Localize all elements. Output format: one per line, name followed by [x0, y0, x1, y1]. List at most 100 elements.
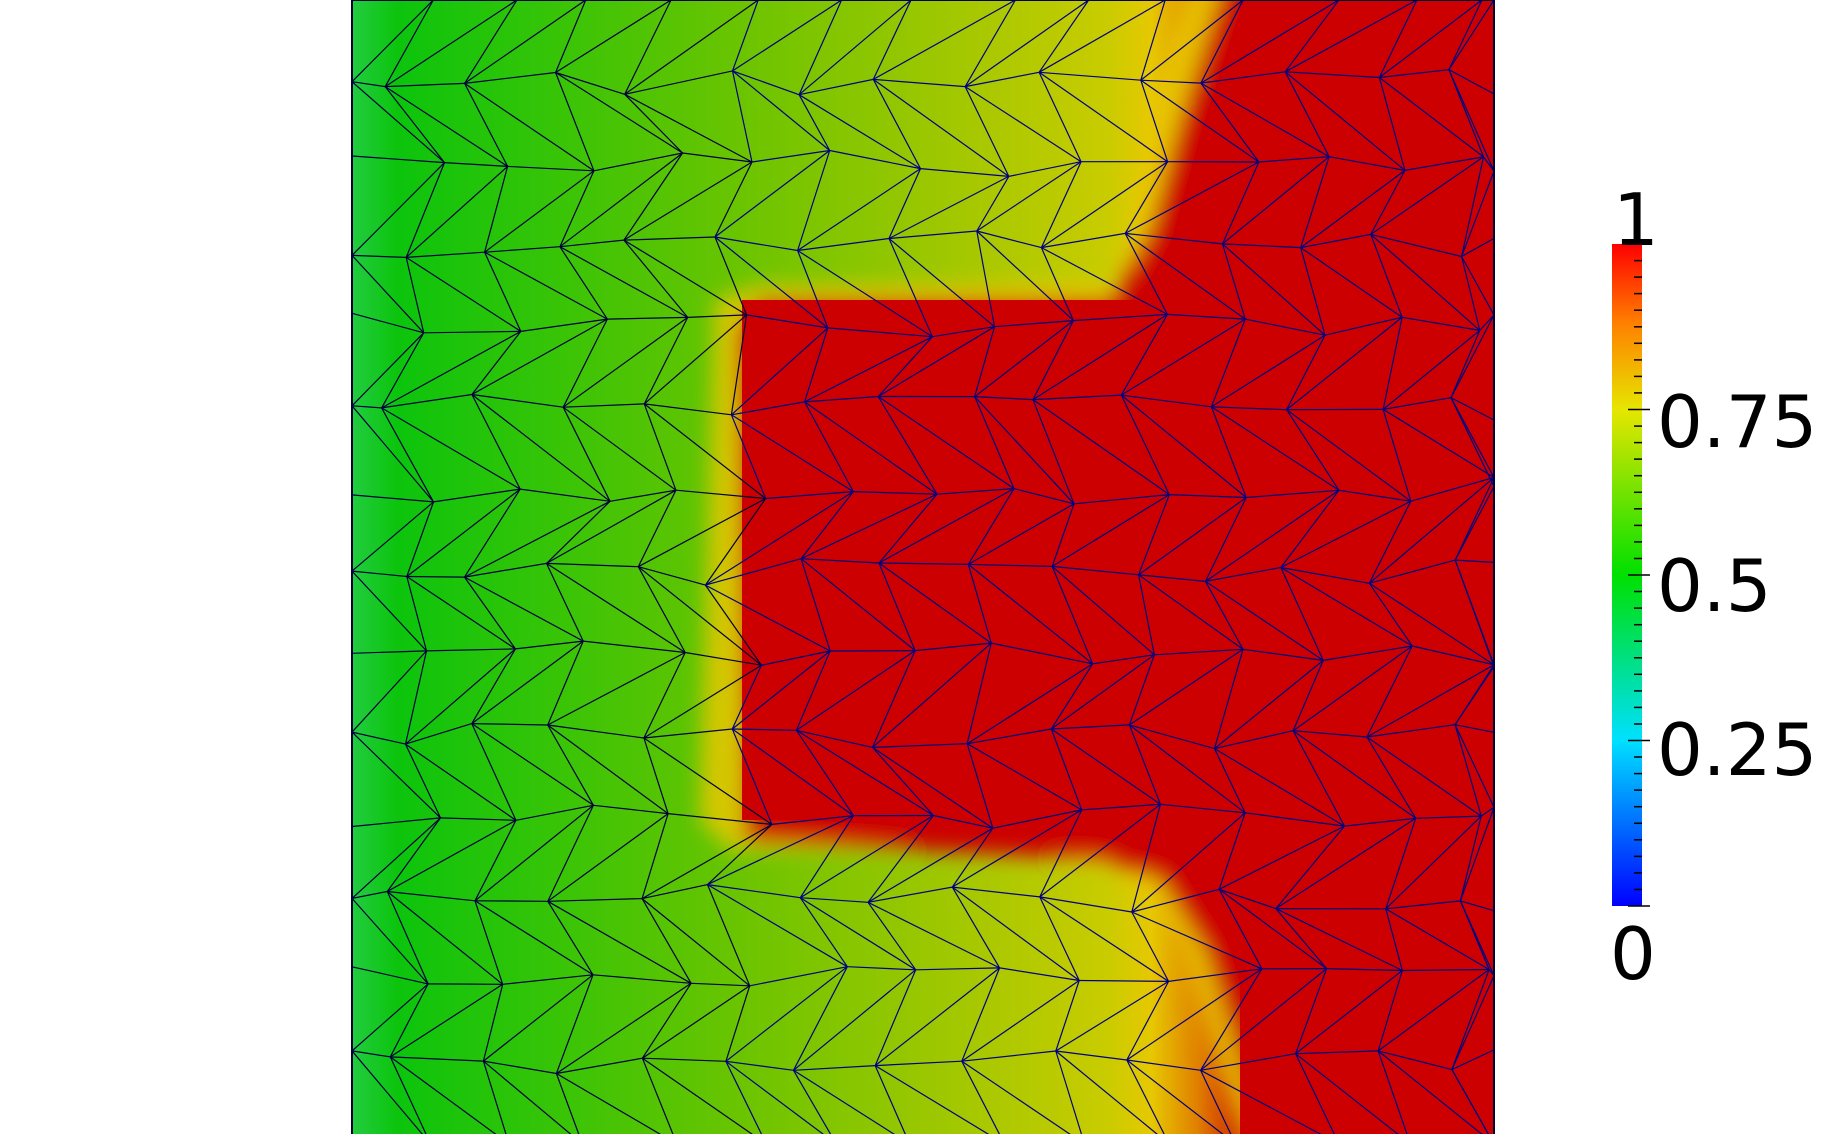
mesh-edge	[771, 815, 854, 825]
mesh-edge	[562, 406, 677, 491]
mesh-edge	[1385, 815, 1482, 910]
mesh-edge	[483, 1060, 557, 1075]
mesh-edge	[877, 396, 1015, 490]
mesh-edge	[798, 0, 843, 95]
mesh-edge	[562, 316, 689, 408]
mesh-edge	[1051, 503, 1075, 567]
mesh-edge	[847, 966, 916, 971]
mesh-edge	[352, 966, 429, 985]
mesh-edge	[796, 729, 934, 817]
mesh-edge	[874, 1065, 906, 1134]
mesh-edge	[1210, 406, 1247, 498]
mesh-edge	[668, 813, 772, 825]
mesh-edge	[1366, 736, 1482, 817]
mesh-edge	[1366, 664, 1494, 738]
mesh-edge	[562, 406, 611, 502]
mesh-edge	[404, 743, 442, 819]
mesh-edge	[464, 71, 556, 84]
mesh-edge	[878, 562, 992, 644]
mesh-edge	[1129, 724, 1215, 750]
mesh-edge	[1366, 736, 1417, 819]
mesh-edge	[1275, 908, 1328, 969]
mesh-edge	[951, 886, 1001, 969]
mesh-edge	[352, 1050, 423, 1134]
mesh-edge	[1295, 1053, 1335, 1134]
mesh-edge	[1213, 649, 1244, 749]
mesh-edge	[994, 320, 1074, 328]
mesh-edge	[1200, 1069, 1322, 1134]
mesh-edge	[1129, 724, 1246, 814]
mesh-edge	[352, 817, 441, 899]
mesh-edge	[624, 0, 759, 95]
mesh-edge	[1368, 477, 1494, 584]
mesh-edge	[1382, 317, 1403, 410]
mesh-edge	[1205, 566, 1282, 582]
mesh-edge	[800, 493, 938, 560]
mesh-edge	[1454, 724, 1494, 808]
mesh-edge	[1366, 645, 1413, 738]
mesh-edge	[547, 724, 644, 739]
mesh-edge	[1120, 314, 1168, 396]
mesh-edge	[641, 884, 708, 900]
mesh-edge	[964, 86, 1010, 177]
mesh-edge	[547, 900, 594, 976]
mesh-edge	[1377, 1050, 1483, 1134]
mesh-edge	[1128, 724, 1161, 805]
mesh-edge	[1131, 911, 1170, 982]
mesh-edge	[1370, 233, 1462, 258]
mesh-edge	[405, 257, 425, 333]
mesh-edge	[637, 566, 686, 653]
mesh-edge	[1377, 970, 1403, 1052]
mesh-edge	[1461, 256, 1481, 331]
mesh-edge	[1382, 409, 1412, 502]
mesh-edge	[936, 488, 1015, 495]
mesh-edge	[406, 576, 516, 650]
mesh-edge	[643, 664, 762, 739]
mesh-edge	[714, 236, 829, 329]
mesh-edge	[691, 982, 750, 987]
mesh-edge	[714, 150, 831, 238]
mesh-edge	[547, 898, 643, 902]
mesh-edge	[932, 326, 995, 338]
mesh-edge	[1140, 79, 1260, 163]
mesh-edge	[1242, 648, 1324, 661]
mesh-edge	[464, 576, 584, 642]
mesh-edge	[1275, 817, 1417, 910]
mesh-edge	[637, 566, 762, 666]
mesh-edge	[546, 562, 686, 654]
mesh-edge	[1032, 394, 1122, 401]
mesh-edge	[1454, 724, 1482, 817]
mesh-edge	[562, 318, 608, 408]
mesh-edge	[381, 407, 521, 490]
mesh-edge	[1385, 900, 1461, 910]
mesh-edge	[797, 168, 921, 251]
mesh-edge	[1450, 314, 1494, 398]
mesh-edge	[731, 728, 773, 825]
mesh-edge	[798, 78, 874, 96]
mesh-edge	[706, 884, 751, 987]
mesh-edge	[725, 985, 751, 1062]
mesh-edge	[915, 967, 1000, 971]
mesh-edge	[559, 152, 683, 248]
mesh-edge	[555, 72, 595, 172]
mesh-edge	[964, 86, 1082, 163]
mesh-edge	[555, 71, 683, 154]
mesh-edge	[888, 168, 922, 239]
mesh-edge	[464, 0, 518, 84]
mesh-edge	[1041, 232, 1126, 249]
mesh-edge	[638, 497, 766, 568]
mesh-edge	[793, 969, 917, 1071]
mesh-edge	[1459, 900, 1494, 976]
domain-border	[351, 0, 1495, 1134]
mesh-edge	[1008, 161, 1082, 177]
scalar-bar-label-05: 0.5	[1657, 544, 1772, 628]
mesh-edge	[546, 489, 677, 564]
mesh-edge	[732, 728, 797, 731]
mesh-edge	[386, 891, 429, 985]
mesh-edge	[878, 562, 969, 565]
mesh-edge	[875, 1060, 962, 1067]
mesh-edge	[464, 83, 509, 167]
mesh-edge	[352, 162, 445, 256]
